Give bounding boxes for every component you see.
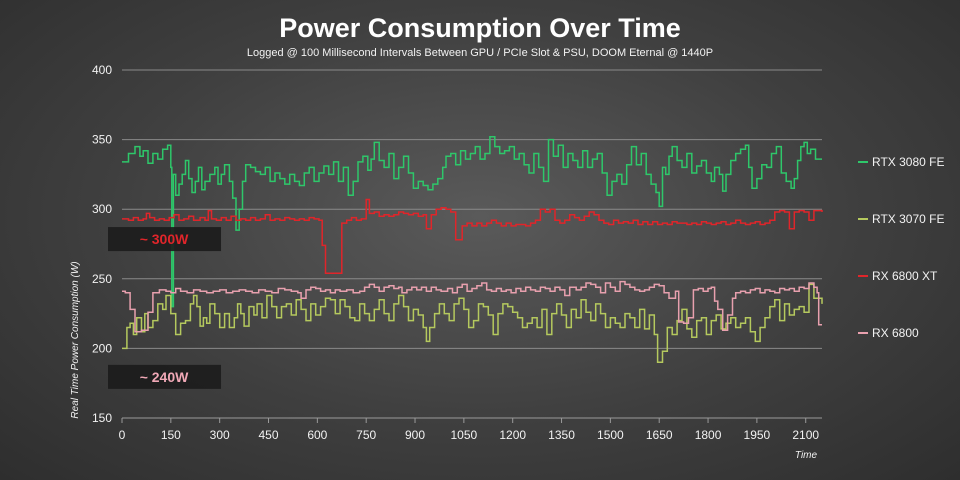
annotation-label: ~ 240W xyxy=(140,369,189,385)
x-tick-label: 150 xyxy=(161,428,181,442)
x-tick-label: 750 xyxy=(356,428,376,442)
x-tick-label: 1350 xyxy=(548,428,575,442)
y-tick-label: 300 xyxy=(92,202,112,216)
series-line-rx-6800 xyxy=(122,280,822,333)
y-tick-label: 250 xyxy=(92,272,112,286)
legend-label-rtx-3070-fe: RTX 3070 FE xyxy=(872,212,944,226)
legend-label-rx-6800-xt: RX 6800 XT xyxy=(872,269,938,283)
series-line-rx-6800-xt xyxy=(122,198,823,274)
x-tick-label: 1200 xyxy=(499,428,526,442)
x-tick-label: 0 xyxy=(119,428,126,442)
y-tick-label: 400 xyxy=(92,63,112,77)
chart-subtitle: Logged @ 100 Millisecond Intervals Betwe… xyxy=(247,47,713,59)
annotations: ~ 300W ~ 240W xyxy=(108,227,222,389)
x-tick-label: 900 xyxy=(405,428,425,442)
x-tick-label: 1650 xyxy=(646,428,673,442)
y-tick-label: 200 xyxy=(92,341,112,355)
series-line-rtx-3080-fe xyxy=(122,136,822,308)
x-tick-label: 2100 xyxy=(792,428,819,442)
legend-label-rtx-3080-fe: RTX 3080 FE xyxy=(872,155,944,169)
y-axis-title: Real Time Power Consumption (W) xyxy=(70,261,81,418)
x-tick-label: 1500 xyxy=(597,428,624,442)
series-line-rtx-3070-fe xyxy=(122,283,823,364)
legend-label-rx-6800: RX 6800 xyxy=(872,326,919,340)
axes: 150 200 250 300 350 400 0 150 300 450 600 750 900 105… xyxy=(92,63,822,442)
x-tick-label: 1950 xyxy=(744,428,771,442)
x-axis-title: Time xyxy=(795,450,818,461)
y-tick-label: 350 xyxy=(92,133,112,147)
x-tick-label: 450 xyxy=(258,428,278,442)
x-tick-label: 1800 xyxy=(695,428,722,442)
plot-series xyxy=(122,136,823,364)
annotation-badge xyxy=(108,364,222,389)
x-tick-label: 600 xyxy=(307,428,327,442)
annotation-label: ~ 300W xyxy=(140,231,189,247)
legend: RTX 3080 FE RTX 3070 FE RX 6800 XT RX 6800 xyxy=(858,155,944,340)
x-tick-label: 1050 xyxy=(451,428,478,442)
annotation-badge xyxy=(108,227,222,252)
chart-title: Power Consumption Over Time xyxy=(279,13,681,43)
x-tick-label: 300 xyxy=(210,428,230,442)
y-tick-label: 150 xyxy=(92,411,112,425)
gridlines xyxy=(122,69,822,419)
